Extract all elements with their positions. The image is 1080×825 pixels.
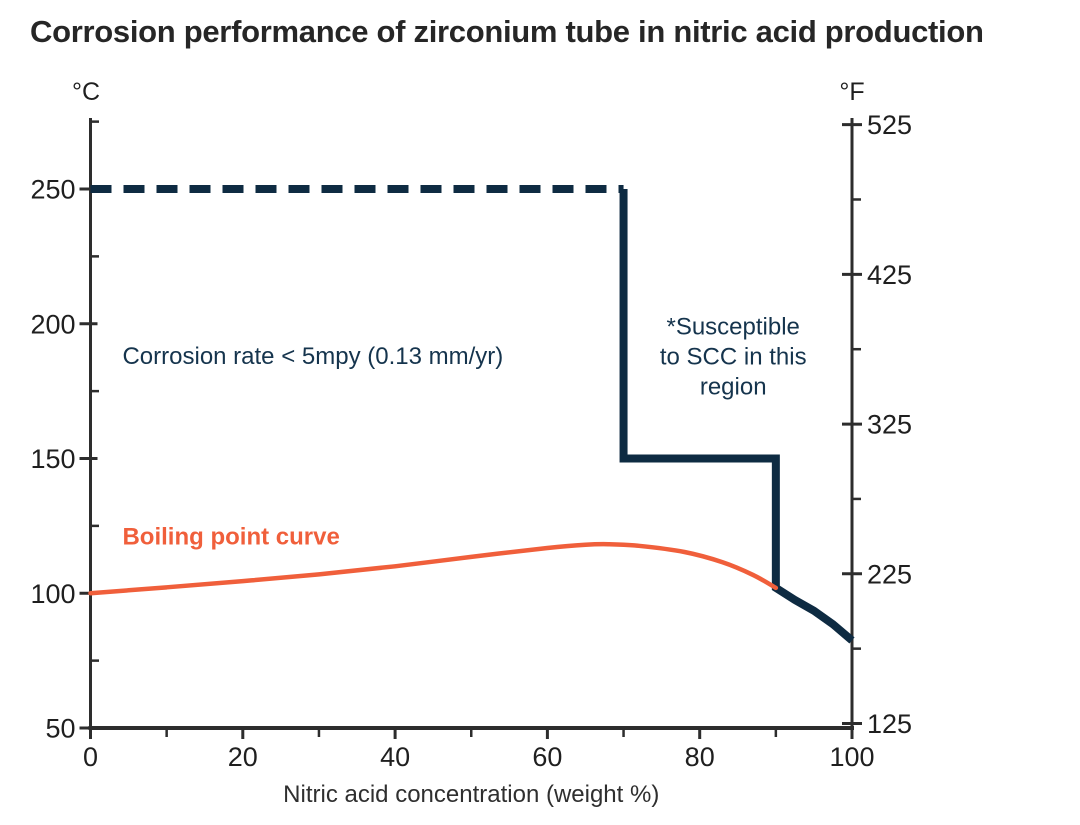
x-tick-label: 80 [685, 742, 715, 772]
fahrenheit-axis-unit-label: °F [839, 78, 864, 106]
y-left-tick-label: 50 [45, 714, 75, 744]
x-tick-label: 100 [829, 742, 874, 772]
annotation-scc-region-label: region [700, 373, 767, 400]
x-axis-title: Nitric acid concentration (weight %) [283, 781, 659, 808]
y-right-tick-label: 425 [867, 260, 912, 290]
y-right-tick-label: 325 [867, 410, 912, 440]
annotation-scc-region-label: *Susceptible [666, 313, 799, 340]
x-tick-label: 40 [380, 742, 410, 772]
chart-title: Corrosion performance of zirconium tube … [30, 14, 984, 49]
x-tick-label: 20 [228, 742, 258, 772]
annotation-scc-region-label: to SCC in this [660, 343, 807, 370]
annotation-boiling-point-label: Boiling point curve [122, 524, 339, 551]
celsius-axis-unit-label: °C [72, 78, 100, 106]
y-left-tick-label: 100 [30, 579, 75, 609]
annotation-corrosion-rate-label: Corrosion rate < 5mpy (0.13 mm/yr) [122, 343, 503, 370]
y-left-tick-label: 200 [30, 309, 75, 339]
y-right-tick-label: 525 [867, 110, 912, 140]
y-right-tick-label: 125 [867, 709, 912, 739]
series-corrosion-limit-boundary [619, 189, 855, 644]
series-boiling-point-curve [88, 541, 779, 596]
x-tick-label: 60 [532, 742, 562, 772]
x-tick-label: 0 [83, 742, 98, 772]
y-left-tick-label: 150 [30, 444, 75, 474]
y-right-tick-label: 225 [867, 559, 912, 589]
y-left-tick-label: 250 [30, 175, 75, 205]
